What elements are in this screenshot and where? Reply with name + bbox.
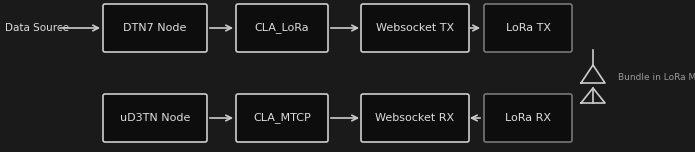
- FancyBboxPatch shape: [361, 4, 469, 52]
- FancyBboxPatch shape: [236, 4, 328, 52]
- Text: LoRa RX: LoRa RX: [505, 113, 551, 123]
- Text: LoRa TX: LoRa TX: [505, 23, 550, 33]
- FancyBboxPatch shape: [103, 94, 207, 142]
- FancyBboxPatch shape: [484, 4, 572, 52]
- Text: uD3TN Node: uD3TN Node: [120, 113, 190, 123]
- Text: CLA_LoRa: CLA_LoRa: [254, 22, 309, 33]
- FancyBboxPatch shape: [484, 94, 572, 142]
- Text: Websocket TX: Websocket TX: [376, 23, 454, 33]
- FancyBboxPatch shape: [361, 94, 469, 142]
- FancyBboxPatch shape: [103, 4, 207, 52]
- Text: Websocket RX: Websocket RX: [375, 113, 455, 123]
- Text: CLA_MTCP: CLA_MTCP: [253, 112, 311, 123]
- Text: Bundle in LoRa Medium: Bundle in LoRa Medium: [618, 74, 695, 83]
- Text: Data Source: Data Source: [5, 23, 69, 33]
- FancyBboxPatch shape: [236, 94, 328, 142]
- Text: DTN7 Node: DTN7 Node: [123, 23, 187, 33]
